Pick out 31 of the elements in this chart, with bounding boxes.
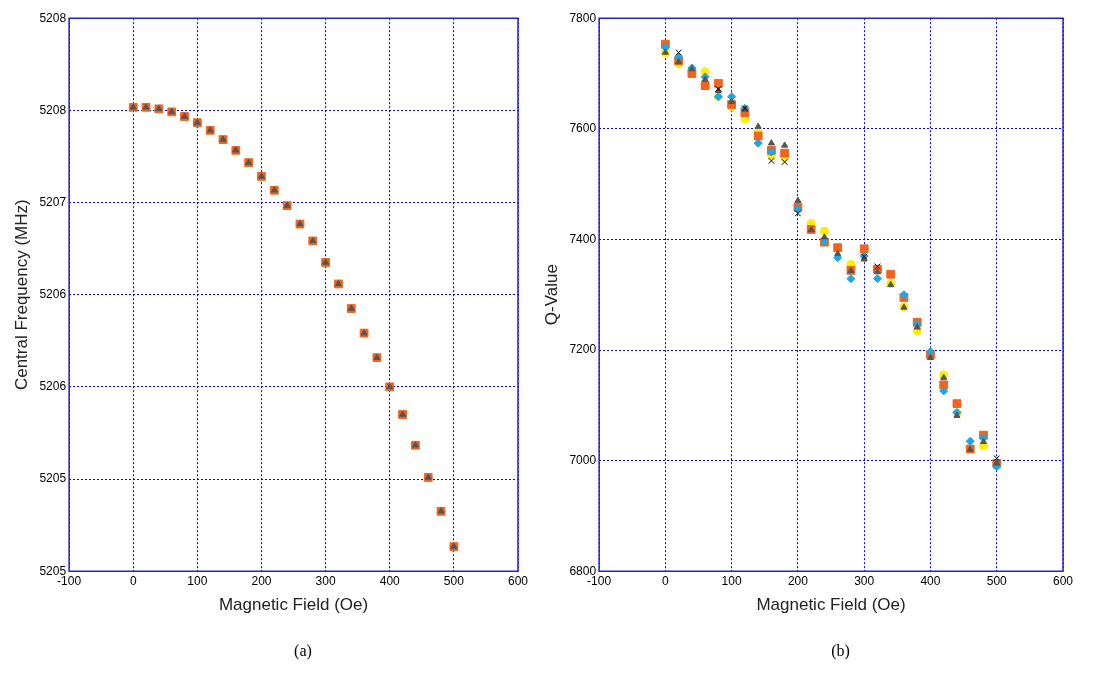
x-tick-label: 300 — [315, 573, 336, 588]
x-tick-label: 600 — [507, 573, 529, 588]
y-tick-label: 7200 — [569, 342, 597, 357]
y-tick-label: 5208 — [39, 10, 67, 25]
x-tick-label: 0 — [129, 573, 137, 588]
x-tick-label: 600 — [1052, 573, 1074, 588]
y-tick-label: 5206 — [39, 379, 67, 394]
x-tick-label: 400 — [379, 573, 401, 588]
y-tick-label: 7600 — [569, 121, 597, 136]
x-tick-label: 0 — [662, 573, 670, 588]
y-tick-label: 7000 — [569, 452, 597, 467]
y-tick-label: 5205 — [39, 471, 67, 486]
y-tick-label: 5208 — [39, 102, 67, 117]
y-axis-title: Central Frequency (MHz) — [11, 199, 31, 391]
x-tick-label: 100 — [187, 573, 208, 588]
x-tick-label: 300 — [854, 573, 875, 588]
x-axis-title: Magnetic Field (Oe) — [218, 595, 369, 615]
x-axis-title: Magnetic Field (Oe) — [756, 595, 906, 615]
y-tick-label: 5206 — [39, 287, 67, 302]
x-tick-label: 100 — [721, 573, 742, 588]
text: (a) — [294, 642, 312, 660]
x-tick-label: 500 — [443, 573, 465, 588]
y-tick-label: 7400 — [569, 231, 597, 246]
y-tick-label: 7800 — [569, 10, 597, 25]
x-tick-label: 200 — [251, 573, 272, 588]
y-tick-label: 5207 — [39, 194, 67, 209]
y-axis-title: Q-Value — [541, 264, 561, 326]
text: (b) — [831, 642, 850, 660]
x-tick-label: 200 — [787, 573, 809, 588]
x-tick-label: 400 — [920, 573, 941, 588]
x-tick-label: 500 — [986, 573, 1008, 588]
